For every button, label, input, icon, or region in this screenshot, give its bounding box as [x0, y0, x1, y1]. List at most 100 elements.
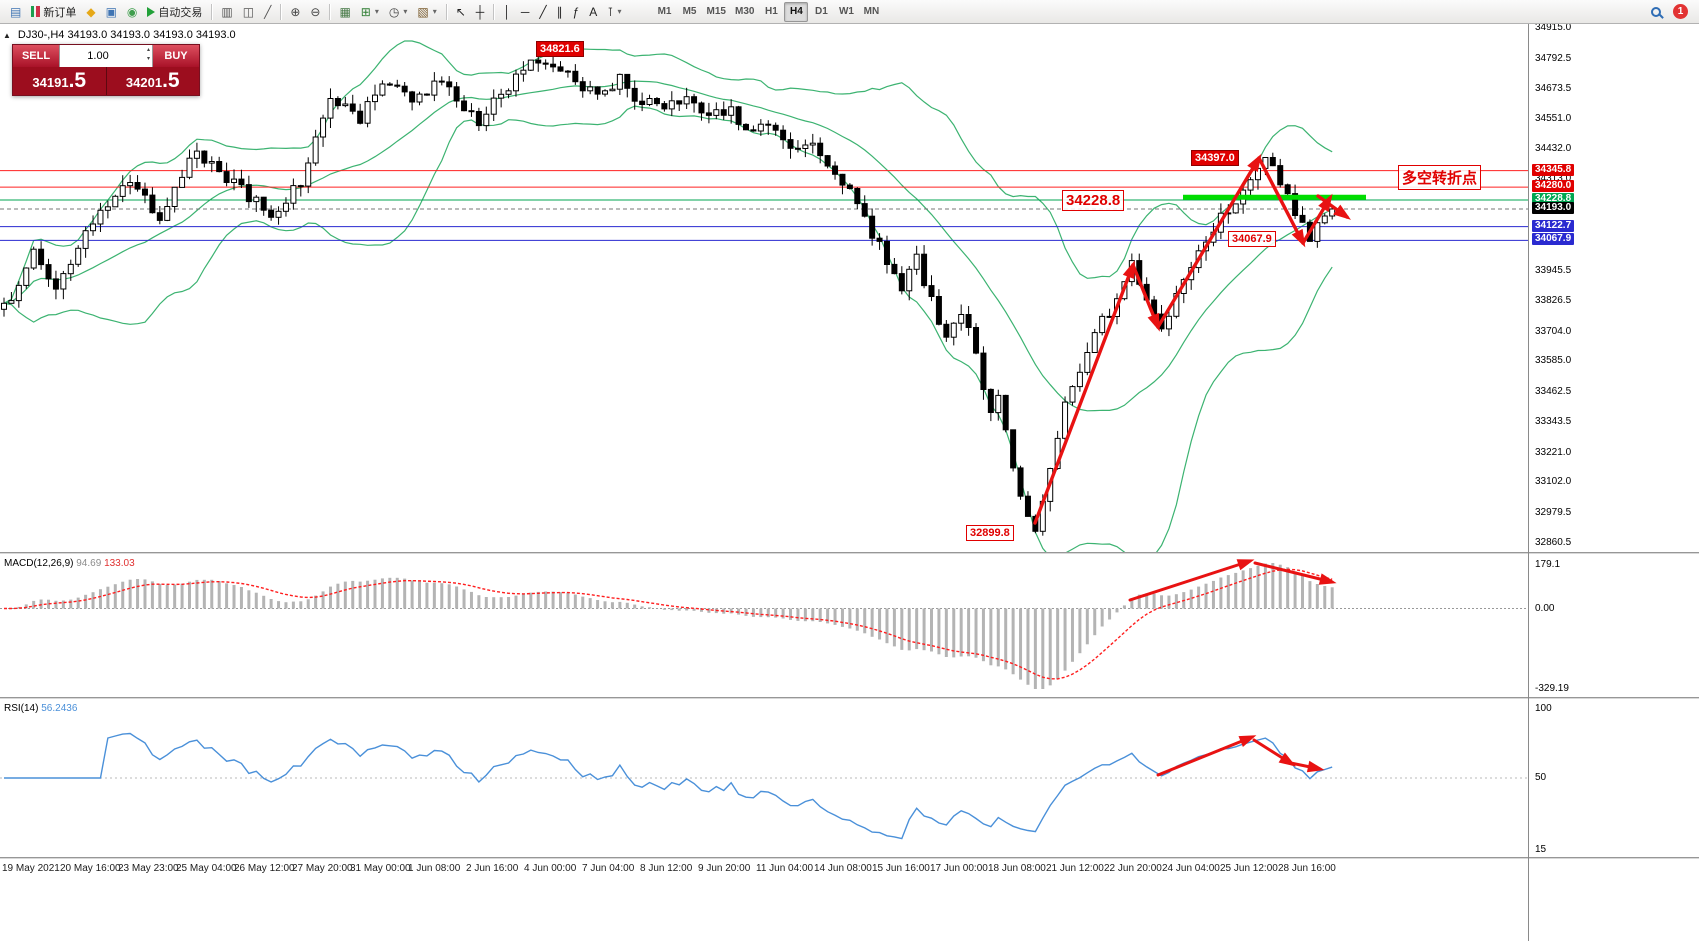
zoom-out-icon: ⊖ [310, 4, 321, 19]
price-annotation[interactable]: 32899.8 [966, 525, 1014, 541]
time-tick-label: 1 Jun 08:00 [408, 863, 461, 874]
time-tick-label: 24 Jun 04:00 [1162, 863, 1220, 874]
buy-button[interactable]: BUY [153, 45, 199, 67]
axis-tick-label: -329.19 [1535, 683, 1569, 694]
timeframe-m1[interactable]: M1 [657, 5, 672, 17]
axis-tick-label: 33945.5 [1535, 265, 1572, 277]
dropdown-caret-icon[interactable]: ▾ [432, 7, 437, 16]
macd-panel[interactable] [0, 555, 1528, 697]
sell-price-main: 34191 [32, 75, 69, 90]
panel-splitter-rsi[interactable] [0, 697, 1699, 700]
sell-button[interactable]: SELL [13, 45, 59, 67]
zoom-out-icon[interactable]: ⊖ [305, 2, 325, 22]
crosshair-icon: ┼ [475, 4, 485, 19]
stepper-down-icon[interactable]: ▾ [146, 56, 150, 62]
fibonacci-icon[interactable]: ƒ [568, 2, 585, 22]
volume-input[interactable] [60, 45, 152, 67]
time-tick-label: 9 Jun 20:00 [698, 863, 751, 874]
time-tick-label: 25 May 04:00 [176, 863, 237, 874]
axis-tick-label: 34551.0 [1535, 113, 1572, 125]
bar-chart-icon: ▥ [221, 4, 233, 19]
cursor-icon: ↖ [455, 4, 466, 19]
timeframe-d1[interactable]: D1 [815, 5, 828, 17]
volume-stepper[interactable]: ▴ ▾ [147, 46, 150, 64]
price-annotation[interactable]: 多空转折点 [1398, 165, 1482, 190]
time-tick-label: 2 Jun 16:00 [466, 863, 519, 874]
timeframe-m15[interactable]: M15 [706, 5, 726, 17]
crosshair-icon[interactable]: ┼ [471, 2, 490, 22]
metaeditor-icon[interactable]: ◆ [81, 2, 100, 22]
rsi-header: RSI(14) 56.2436 [4, 703, 77, 714]
horizontal-line-icon[interactable]: ─ [516, 2, 535, 22]
market-watch-icon[interactable]: ▣ [101, 2, 122, 22]
equidistant-channel-icon[interactable]: ∥ [552, 2, 568, 22]
price-annotation[interactable]: 34821.6 [536, 41, 584, 57]
zoom-in-icon[interactable]: ⊕ [285, 2, 305, 22]
time-tick-label: 26 May 12:00 [234, 863, 295, 874]
timeframe-m30[interactable]: M30 [734, 5, 755, 17]
timeframe-w1[interactable]: W1 [838, 5, 854, 17]
trade-panel-controls: SELL ▴▾ BUY [13, 45, 199, 67]
buy-price[interactable]: 34201.5 [105, 67, 200, 95]
dropdown-caret-icon[interactable]: ▾ [374, 7, 379, 16]
search-icon[interactable] [1651, 6, 1661, 17]
timeframe-mn[interactable]: MN [863, 5, 880, 17]
axis-tick-label: 33343.5 [1535, 415, 1572, 427]
vertical-line-icon[interactable]: │ [498, 2, 516, 22]
toolbar-separator [211, 3, 213, 20]
sell-price[interactable]: 34191.5 [13, 67, 106, 95]
timeframe-h4[interactable]: H4 [784, 1, 809, 22]
price-axis[interactable]: 34915.0 34792.5 34673.5 34551.0 34432.0 34313… [1528, 22, 1699, 941]
tile-windows-icon[interactable]: ▦ [334, 2, 355, 22]
ohlc-text: DJ30-,H4 34193.0 34193.0 34193.0 34193.0 [17, 29, 236, 41]
price-annotation[interactable]: 34228.8 [1062, 190, 1125, 211]
time-axis-splitter[interactable] [0, 857, 1699, 860]
text-icon[interactable]: A [584, 2, 602, 22]
price-annotation[interactable]: 34067.9 [1228, 231, 1276, 247]
dropdown-caret-icon[interactable]: ▾ [403, 7, 408, 16]
chart-annotations-layer: 34821.6 34397.0 34228.8 34067.9 32899.8 多空转折点 [0, 24, 1528, 552]
timeframe-h1[interactable]: H1 [765, 5, 778, 17]
stepper-up-icon[interactable]: ▴ [146, 47, 150, 53]
periods-icon[interactable]: ◷ ▾ [384, 2, 413, 22]
panel-collapse-icon[interactable]: ▲ [3, 31, 11, 40]
bar-chart-icon[interactable]: ▥ [216, 2, 237, 22]
line-chart-icon[interactable]: ╱ [259, 2, 276, 22]
axis-tick-label: 33585.0 [1535, 355, 1572, 367]
auto-trading-button-label: 自动交易 [158, 6, 203, 19]
new-order-button[interactable]: 新订单 [26, 2, 81, 22]
panel-splitter-macd[interactable] [0, 552, 1699, 555]
indicators-icon[interactable]: ⊞ ▾ [356, 2, 384, 22]
zoom-in-icon: ⊕ [290, 4, 301, 19]
time-tick-label: 8 Jun 12:00 [640, 863, 693, 874]
timeframe-m5[interactable]: M5 [682, 5, 697, 17]
axis-tick-label: 32979.5 [1535, 507, 1572, 519]
dropdown-caret-icon[interactable]: ▾ [617, 7, 622, 16]
trendline-icon[interactable]: ╱ [534, 2, 551, 22]
time-tick-label: 27 May 20:00 [292, 863, 353, 874]
arrows-tool-icon[interactable]: ⊺ ▾ [602, 2, 626, 22]
toolbar-right: 1 [1651, 4, 1694, 19]
rsi-value: 56.2436 [41, 703, 78, 714]
axis-tick-label: 32860.5 [1535, 537, 1572, 548]
buy-price-frac: .5 [162, 69, 180, 92]
axis-tick-label: 15 [1535, 844, 1547, 855]
price-chart[interactable] [0, 24, 1528, 552]
toolbar-groups: ▤ 新订单 ◆ ▣ ◉ 自动交易 ▥ ◫ ╱ ⊕ ⊖ ▦ ⊞ ▾ ◷ ▾ ▧ ▾ ↖ ┼ │ ─ ╱ ∥ ƒ A ⊺ ▾ [5, 2, 627, 22]
toolbar-separator [493, 3, 495, 20]
time-tick-label: 22 Jun 20:00 [1104, 863, 1162, 874]
time-axis[interactable]: 19 May 2021 20 May 16:00 23 May 23:00 25 Ma… [0, 860, 1528, 878]
volume-field[interactable]: ▴▾ [59, 45, 153, 67]
axis-tick-label: 179.1 [1535, 559, 1561, 570]
cursor-icon[interactable]: ↖ [451, 2, 471, 22]
candlestick-chart-icon[interactable]: ◫ [238, 2, 259, 22]
templates-icon[interactable]: ▧ ▾ [412, 2, 441, 22]
notification-badge[interactable]: 1 [1673, 4, 1688, 19]
community-icon[interactable]: ◉ [122, 2, 142, 22]
rsi-name: RSI(14) [4, 703, 39, 714]
rsi-panel[interactable] [0, 700, 1528, 857]
price-annotation[interactable]: 34397.0 [1191, 150, 1239, 166]
auto-trading-button[interactable]: 自动交易 [142, 2, 207, 22]
new-chart-icon[interactable]: ▤ [5, 2, 26, 22]
axis-tick-label: 100 [1535, 703, 1552, 714]
